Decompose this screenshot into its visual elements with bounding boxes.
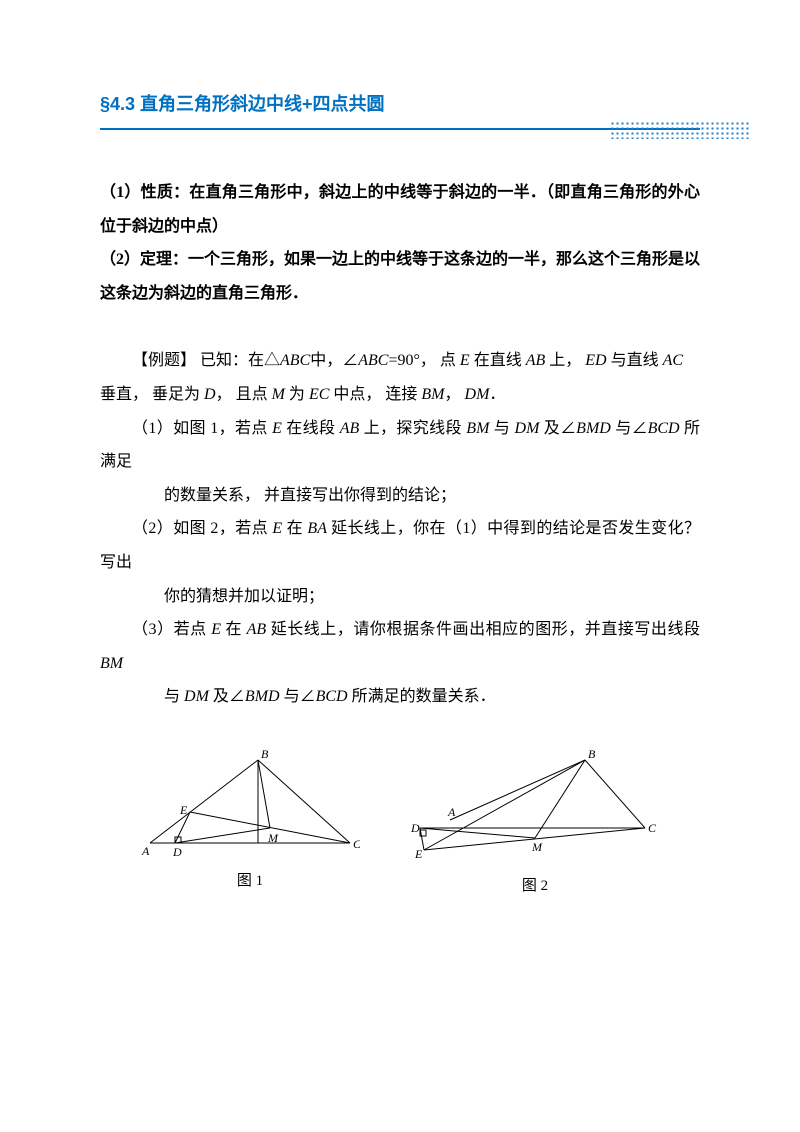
bmd: BMD	[245, 688, 284, 705]
t: 中点， 连接	[333, 386, 417, 403]
q1-line1: （1）如图 1，若点 E 在线段 AB 上，探究线段 BM 与 DM 及∠BMD…	[100, 412, 700, 479]
figures-row: ABCEDM 图 1 DABCEM 图 2	[100, 748, 700, 895]
svg-text:M: M	[531, 840, 543, 854]
q2-line2: 你的猜想并加以证明；	[100, 580, 700, 614]
t: 垂直， 垂足为	[100, 386, 200, 403]
e: E	[456, 352, 474, 369]
example-intro-line2: 垂直， 垂足为 D， 且点 M 为 EC 中点， 连接 BM， DM．	[100, 378, 700, 412]
t: 上，探究线段	[364, 420, 462, 437]
divider-dots	[610, 121, 750, 139]
t: 所满足的数量关系．	[352, 688, 496, 705]
figure-2: D A B C E M 图 2	[410, 748, 660, 895]
e: E	[268, 420, 287, 437]
property-1: （1）性质：在直角三角形中，斜边上的中线等于斜边的一半．（即直角三角形的外心位于…	[100, 176, 700, 243]
t: 上，	[549, 352, 585, 369]
bm: BM	[417, 386, 444, 403]
property-2: （2）定理：一个三角形，如果一边上的中线等于这条边的一半，那么这个三角形是以这条…	[100, 243, 700, 310]
t: 与	[494, 420, 510, 437]
t: 【例题】 已知：在△	[132, 352, 280, 369]
q3-line2: 与 DM 及∠BMD 与∠BCD 所满足的数量关系．	[100, 680, 700, 714]
d: D	[200, 386, 216, 403]
svg-text:B: B	[588, 748, 596, 761]
q3-line1: （3）若点 E 在 AB 延长线上，请你根据条件画出相应的图形，并直接写出线段 …	[100, 613, 700, 680]
t: 与∠	[615, 420, 647, 437]
figure-1: A B C E D M 图 1	[140, 748, 360, 895]
bcd: BCD	[316, 688, 352, 705]
ab: AB	[242, 621, 271, 638]
svg-text:M: M	[267, 831, 279, 845]
abc2: ABC	[358, 352, 388, 369]
m: M	[268, 386, 289, 403]
ba: BA	[303, 520, 331, 537]
q1-line2: 的数量关系， 并直接写出你得到的结论；	[100, 479, 700, 513]
t: 与	[164, 688, 180, 705]
bm: BM	[100, 655, 123, 672]
svg-text:B: B	[261, 748, 269, 761]
abc: ABC	[280, 352, 310, 369]
svg-text:E: E	[414, 847, 423, 861]
t: =90°， 点	[388, 352, 455, 369]
dm: DM	[180, 688, 213, 705]
t: ， 且点	[216, 386, 268, 403]
t: 在	[287, 520, 303, 537]
example-intro-line1: 【例题】 已知：在△ABC中，∠ABC=90°， 点 E 在直线 AB 上， E…	[100, 344, 700, 378]
figure-2-svg: D A B C E M	[410, 748, 660, 868]
t: 及∠	[213, 688, 245, 705]
section-title: §4.3 直角三角形斜边中线+四点共圆	[100, 90, 700, 116]
bm: BM	[462, 420, 494, 437]
svg-text:D: D	[410, 821, 420, 835]
t: ．	[489, 386, 505, 403]
svg-text:E: E	[179, 803, 188, 817]
t: ，	[445, 386, 465, 403]
t: 及∠	[544, 420, 576, 437]
divider	[100, 128, 700, 148]
svg-text:C: C	[648, 821, 657, 835]
ab: AB	[522, 352, 550, 369]
figure-2-caption: 图 2	[522, 874, 548, 895]
t: 为	[289, 386, 305, 403]
svg-text:C: C	[353, 837, 360, 851]
e: E	[207, 621, 226, 638]
example-block: 【例题】 已知：在△ABC中，∠ABC=90°， 点 E 在直线 AB 上， E…	[100, 344, 700, 714]
svg-text:D: D	[172, 845, 182, 859]
figure-1-svg: A B C E D M	[140, 748, 360, 863]
t: （3）若点	[132, 621, 207, 638]
t: 在线段	[286, 420, 335, 437]
t: 在	[226, 621, 243, 638]
e: E	[268, 520, 287, 537]
ec: EC	[305, 386, 333, 403]
dm: DM	[465, 386, 490, 403]
ab: AB	[335, 420, 363, 437]
bmd: BMD	[576, 420, 615, 437]
t: 在直线	[474, 352, 522, 369]
t: 延长线上，请你根据条件画出相应的图形，并直接写出线段	[271, 621, 700, 638]
bcd: BCD	[648, 420, 684, 437]
dm: DM	[510, 420, 544, 437]
t: （1）如图 1，若点	[132, 420, 268, 437]
svg-text:A: A	[447, 805, 456, 819]
t: 与∠	[284, 688, 316, 705]
ed: ED	[585, 352, 610, 369]
q2-line1: （2）如图 2，若点 E 在 BA 延长线上，你在（1）中得到的结论是否发生变化…	[100, 512, 700, 579]
ac: AC	[659, 352, 683, 369]
t: （2）如图 2，若点	[132, 520, 268, 537]
t: 中，∠	[310, 352, 358, 369]
svg-text:A: A	[141, 844, 150, 858]
figure-1-caption: 图 1	[237, 869, 263, 890]
t: 与直线	[611, 352, 659, 369]
